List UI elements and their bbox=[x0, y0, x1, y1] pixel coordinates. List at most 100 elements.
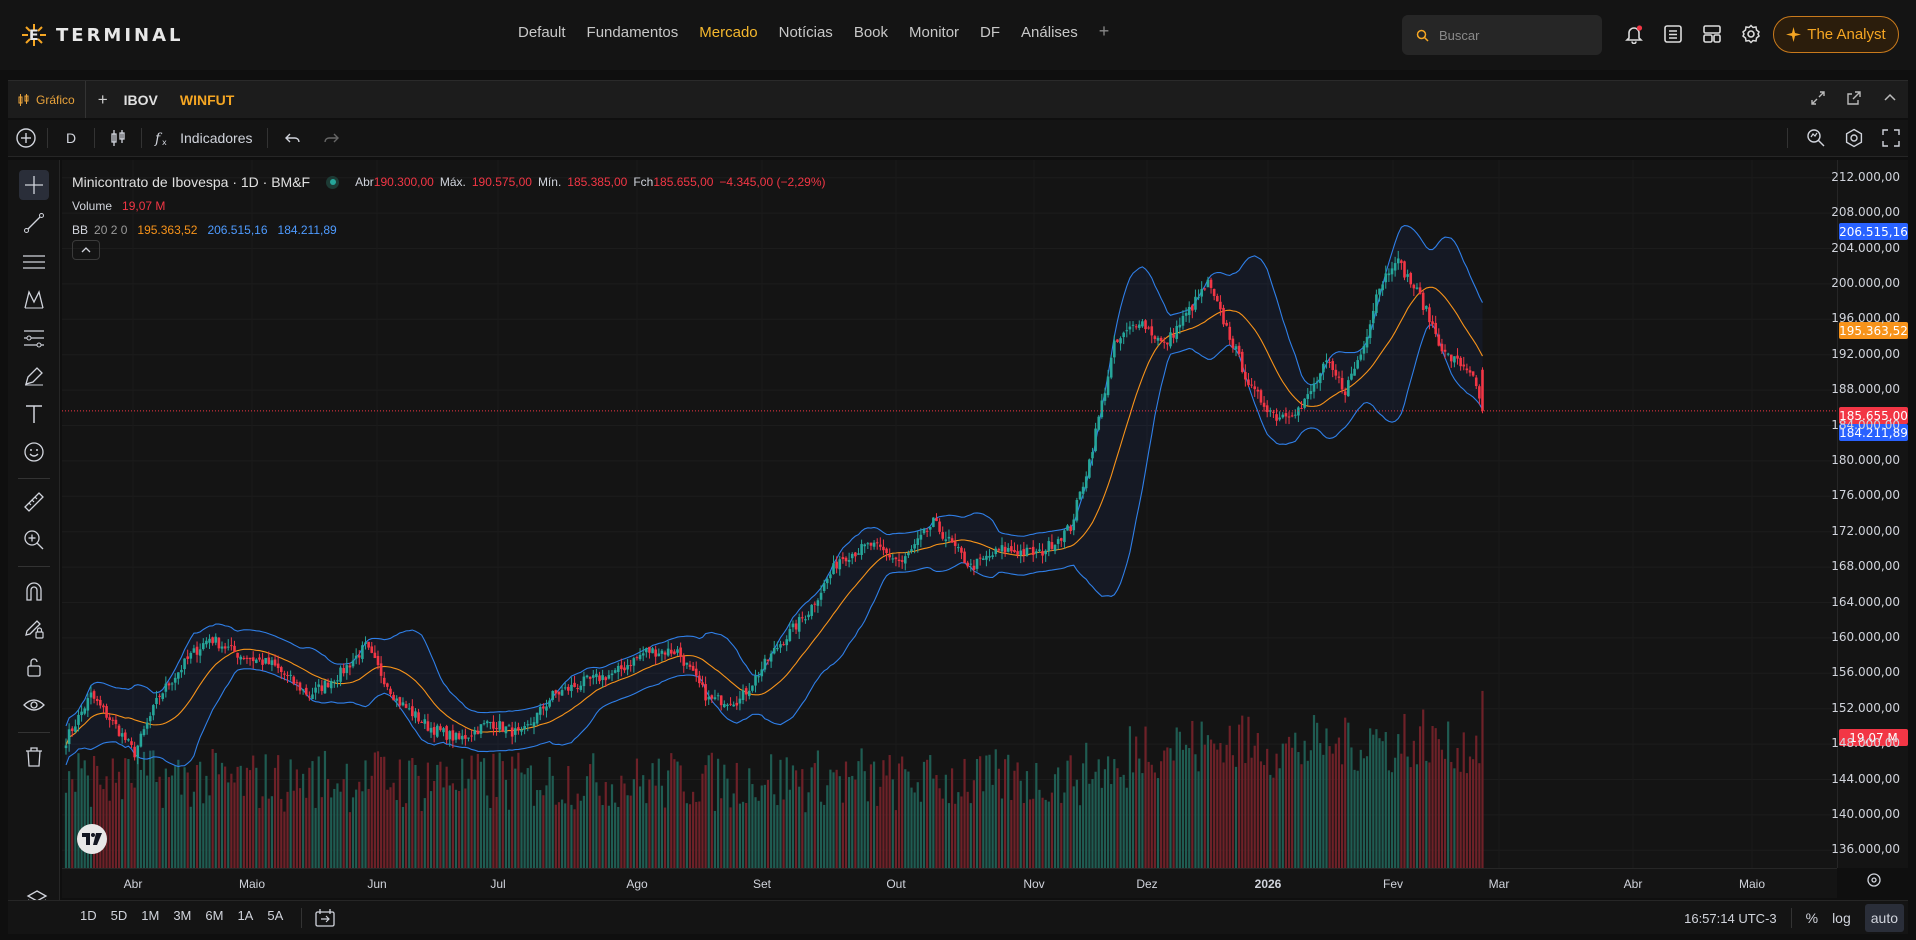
magnet-tool-icon[interactable] bbox=[19, 576, 49, 606]
volume-label[interactable]: Volume bbox=[72, 199, 113, 213]
nav-item-notícias[interactable]: Notícias bbox=[778, 24, 833, 41]
range-1m[interactable]: 1M bbox=[141, 908, 160, 923]
candle-body bbox=[776, 647, 779, 650]
volume-bar bbox=[688, 804, 692, 868]
fib-tool-icon[interactable] bbox=[19, 323, 49, 353]
volume-bar bbox=[1050, 792, 1054, 868]
axis-settings-icon[interactable] bbox=[1866, 872, 1882, 888]
symbol-tab-winfut[interactable]: WINFUT bbox=[179, 91, 235, 108]
candle-body bbox=[825, 578, 829, 584]
volume-bar bbox=[467, 778, 470, 868]
nav-item-mercado[interactable]: Mercado bbox=[699, 24, 758, 41]
volume-bar bbox=[1294, 732, 1297, 868]
brush-tool-icon[interactable] bbox=[19, 361, 49, 391]
candle-body bbox=[1328, 362, 1331, 364]
candle-body bbox=[105, 706, 108, 718]
undo-icon[interactable] bbox=[284, 129, 302, 147]
crosshair-tool-icon[interactable] bbox=[19, 170, 49, 200]
candle-body bbox=[1443, 349, 1447, 352]
zoom-in-tool-icon[interactable] bbox=[19, 525, 49, 555]
quick-search-icon[interactable] bbox=[1806, 128, 1826, 148]
candle-body bbox=[64, 745, 68, 749]
percent-toggle[interactable]: % bbox=[1805, 910, 1819, 926]
range-1d[interactable]: 1D bbox=[80, 908, 97, 923]
nav-item-default[interactable]: Default bbox=[518, 24, 566, 41]
search-box[interactable] bbox=[1402, 15, 1602, 55]
volume-bar bbox=[988, 754, 991, 868]
candle-body bbox=[1010, 546, 1013, 552]
clock[interactable]: 16:57:14 UTC-3 bbox=[1684, 910, 1777, 926]
pattern-tool-icon[interactable] bbox=[19, 285, 49, 315]
volume-bar bbox=[1057, 767, 1060, 868]
tab-grafico[interactable]: Gráfico bbox=[8, 81, 86, 118]
tradingview-logo[interactable] bbox=[77, 824, 107, 854]
volume-bar bbox=[1259, 761, 1263, 868]
app-logo[interactable]: E TERMINAL bbox=[20, 22, 184, 48]
nav-item-fundamentos[interactable]: Fundamentos bbox=[586, 24, 679, 41]
trash-icon[interactable] bbox=[19, 742, 49, 772]
chart-settings-icon[interactable] bbox=[1844, 128, 1864, 148]
add-symbol-button[interactable]: + bbox=[97, 89, 108, 109]
time-axis[interactable]: Abr Maio Jun Jul Ago Set Out Nov Dez 2026 Fev Mar Ab… bbox=[62, 868, 1837, 898]
symbol-tab-ibov[interactable]: IBOV bbox=[123, 91, 158, 108]
add-symbol-circle-icon[interactable] bbox=[15, 127, 37, 149]
fullscreen-icon[interactable] bbox=[1882, 129, 1900, 147]
gear-icon[interactable] bbox=[1739, 22, 1763, 46]
candle-body bbox=[495, 727, 498, 730]
chart-canvas[interactable] bbox=[62, 160, 1837, 868]
watchlist-icon[interactable] bbox=[1661, 22, 1685, 46]
candle-body bbox=[1028, 548, 1032, 550]
nav-item-análises[interactable]: Análises bbox=[1021, 24, 1078, 41]
nav-item-book[interactable]: Book bbox=[853, 24, 889, 41]
symbol-title[interactable]: Minicontrato de Ibovespa · 1D · BM&F bbox=[72, 174, 311, 190]
bb-label[interactable]: BB bbox=[72, 223, 89, 237]
candle-body bbox=[236, 652, 239, 658]
candle-body bbox=[223, 646, 227, 649]
nav-item-monitor[interactable]: Monitor bbox=[909, 24, 960, 41]
expand-icon[interactable] bbox=[1810, 90, 1826, 106]
volume-bar bbox=[461, 758, 464, 868]
volume-bar bbox=[314, 807, 317, 868]
auto-toggle[interactable]: auto bbox=[1864, 904, 1904, 932]
collapse-icon[interactable] bbox=[1882, 90, 1898, 106]
candle-body bbox=[610, 673, 614, 676]
volume-bar bbox=[1250, 757, 1253, 868]
layout-icon[interactable] bbox=[1700, 22, 1724, 46]
emoji-tool-icon[interactable] bbox=[19, 437, 49, 467]
range-1a[interactable]: 1A bbox=[237, 908, 254, 923]
stay-drawing-tool-icon[interactable] bbox=[19, 614, 49, 644]
eye-tool-icon[interactable] bbox=[19, 690, 49, 720]
candle-body bbox=[136, 745, 140, 758]
last-price-badge: 185.655,00 bbox=[1839, 407, 1908, 424]
range-6m[interactable]: 6M bbox=[205, 908, 224, 923]
candle-body bbox=[925, 530, 929, 532]
interval-button[interactable]: D bbox=[66, 130, 77, 146]
bell-icon[interactable] bbox=[1622, 22, 1646, 46]
candle-body bbox=[1187, 306, 1191, 315]
nav-item-df[interactable]: DF bbox=[980, 24, 1001, 41]
volume-bar bbox=[308, 767, 311, 868]
price-axis[interactable]: 206.515,16 195.363,52 185.655,00 184.211… bbox=[1831, 160, 1908, 887]
date-range-icon[interactable] bbox=[314, 908, 336, 928]
trend-line-tool-icon[interactable] bbox=[19, 208, 49, 238]
range-5d[interactable]: 5D bbox=[110, 908, 128, 923]
range-3m[interactable]: 3M bbox=[173, 908, 192, 923]
redo-icon[interactable] bbox=[322, 129, 340, 147]
popout-icon[interactable] bbox=[1846, 90, 1862, 106]
candle-body bbox=[1240, 351, 1244, 372]
candle-body bbox=[357, 655, 361, 658]
range-5a[interactable]: 5A bbox=[267, 908, 284, 923]
horizontal-lines-tool-icon[interactable] bbox=[19, 247, 49, 277]
lock-tool-icon[interactable] bbox=[19, 652, 49, 682]
nav-add-button[interactable]: + bbox=[1098, 21, 1110, 41]
legend-collapse-button[interactable] bbox=[72, 240, 100, 260]
chart-type-candles-icon[interactable] bbox=[109, 129, 127, 147]
the-analyst-button[interactable]: The Analyst bbox=[1773, 16, 1899, 53]
candle-body bbox=[716, 695, 720, 697]
log-toggle[interactable]: log bbox=[1832, 910, 1851, 926]
ruler-tool-icon[interactable] bbox=[19, 487, 49, 517]
text-tool-icon[interactable] bbox=[19, 399, 49, 429]
search-input[interactable] bbox=[1439, 27, 1589, 43]
price-chart[interactable]: Minicontrato de Ibovespa · 1D · BM&F Abr… bbox=[62, 160, 1837, 868]
